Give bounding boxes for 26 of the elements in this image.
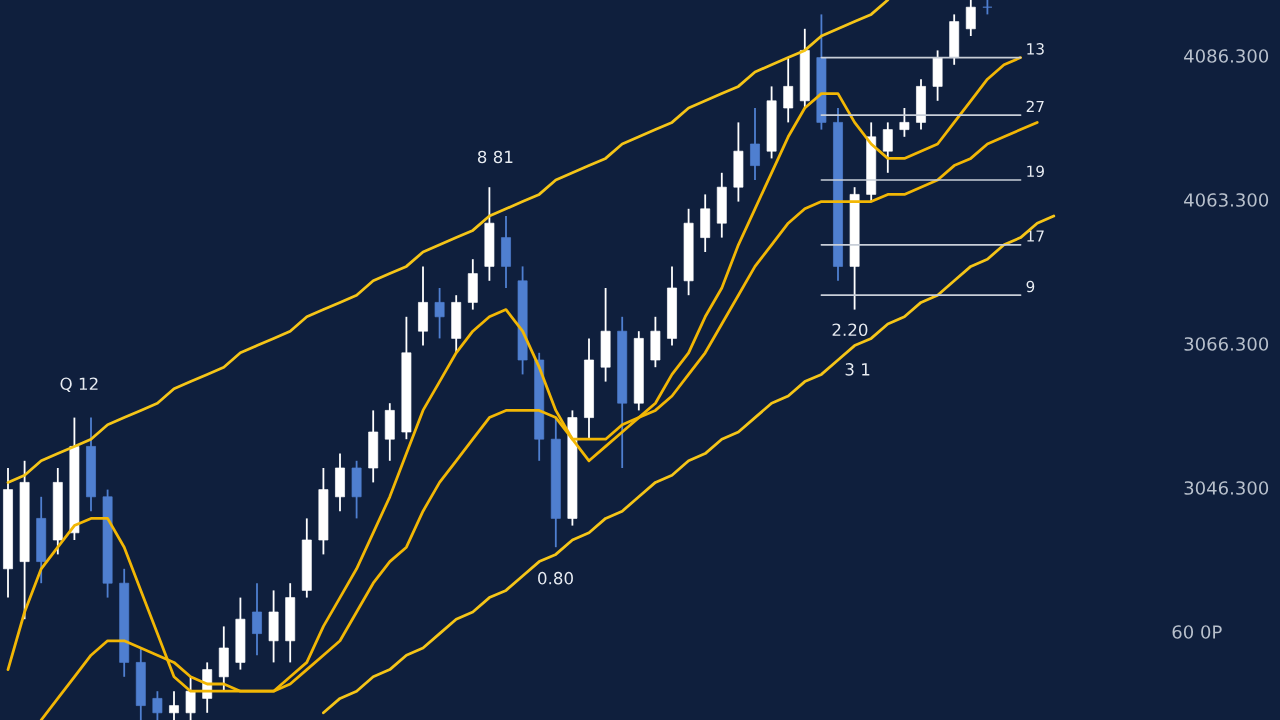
candlestick: [169, 690, 179, 720]
series-label: 9: [1026, 280, 1035, 293]
candlestick: [965, 0, 976, 37]
series-label: 27: [1026, 100, 1044, 113]
text: 3066.300: [1184, 337, 1269, 351]
series-label: 19: [1027, 165, 1044, 178]
annotation: Q 12: [60, 377, 98, 392]
series-label: 13: [1027, 43, 1044, 55]
candlestick: [152, 690, 163, 720]
candlestick: [252, 582, 262, 657]
candlestick: [982, 0, 993, 16]
text: 60 0P: [1172, 625, 1222, 639]
candlestick: [882, 121, 893, 174]
text: 4086.300: [1184, 49, 1269, 63]
annotation: 8 81: [477, 150, 513, 164]
candlestick: [434, 287, 445, 340]
candlestick: [899, 107, 910, 138]
annotation: 0.80: [538, 571, 573, 585]
annotation: 2.20: [832, 323, 868, 337]
series-label: 17: [1027, 230, 1044, 242]
text: 4063.300: [1184, 193, 1269, 207]
candlestick: [750, 107, 760, 181]
candlestick: [783, 56, 794, 124]
text: 3046.300: [1184, 481, 1269, 495]
annotation: 3 1: [845, 363, 870, 376]
candlestick: [185, 675, 196, 720]
